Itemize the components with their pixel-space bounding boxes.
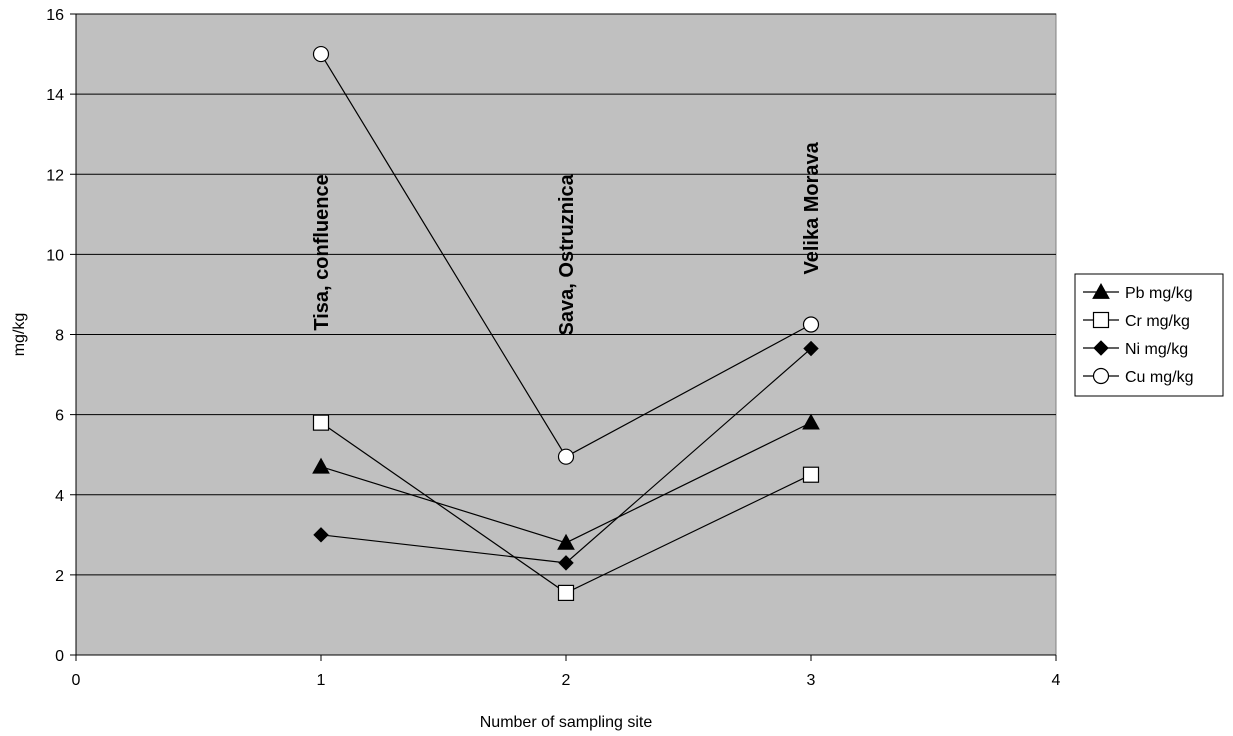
legend-item-pb: Pb mg/kg [1083,282,1193,302]
y-tick-label: 10 [46,247,64,264]
x-tick-label: 4 [1052,672,1061,689]
legend-item-ni: Ni mg/kg [1083,340,1188,358]
y-tick-label: 8 [55,328,64,345]
point-ni [313,527,329,543]
gridlines [76,13,1056,576]
y-tick-labels: 0 2 4 6 8 10 12 14 16 [46,7,64,665]
site-annotations: Tisa, confluence Sava, Ostruznica Velika M… [311,141,823,335]
axes [70,13,1057,661]
legend-marker [1092,311,1110,329]
y-tick-label: 12 [46,167,64,184]
point-pb [557,533,575,550]
legend-label: Ni mg/kg [1125,341,1188,358]
y-tick-label: 14 [46,87,64,104]
y-tick-label: 4 [55,488,64,505]
x-tick-label: 2 [562,672,571,689]
x-tick-label: 0 [72,672,81,689]
point-pb [802,413,820,430]
legend-marker [1093,340,1109,356]
x-tick-label: 1 [317,672,326,689]
legend-marker [1092,282,1110,299]
y-tick-label: 2 [55,568,64,585]
point-ni [803,340,819,357]
legend-label: Cr mg/kg [1125,313,1190,330]
y-tick-label: 0 [55,648,64,665]
x-tick-labels: 0 1 2 3 4 [72,672,1061,689]
legend-item-cr: Cr mg/kg [1083,311,1190,330]
site-annotation: Sava, Ostruznica [556,173,578,335]
x-tick-label: 3 [807,672,816,689]
site-annotation: Velika Morava [801,141,823,274]
series-markers [312,45,820,602]
y-axis-title: mg/kg [11,313,28,357]
point-cu [802,316,820,333]
legend-item-cu: Cu mg/kg [1083,367,1193,386]
legend-label: Cu mg/kg [1125,369,1193,386]
point-cu [312,45,330,63]
y-tick-label: 16 [46,7,64,24]
point-ni [558,555,574,571]
legend: Pb mg/kg Cr mg/kg Ni mg/kg Cu mg/kg [1074,273,1224,397]
point-cr [802,466,820,483]
site-annotation: Tisa, confluence [311,174,333,330]
point-pb [312,457,330,474]
y-tick-label: 6 [55,408,64,425]
x-axis-title: Number of sampling site [480,714,653,731]
point-cr [312,414,330,431]
legend-label: Pb mg/kg [1125,285,1193,302]
legend-marker [1092,367,1110,385]
point-cu [557,448,575,465]
point-cr [557,584,575,602]
